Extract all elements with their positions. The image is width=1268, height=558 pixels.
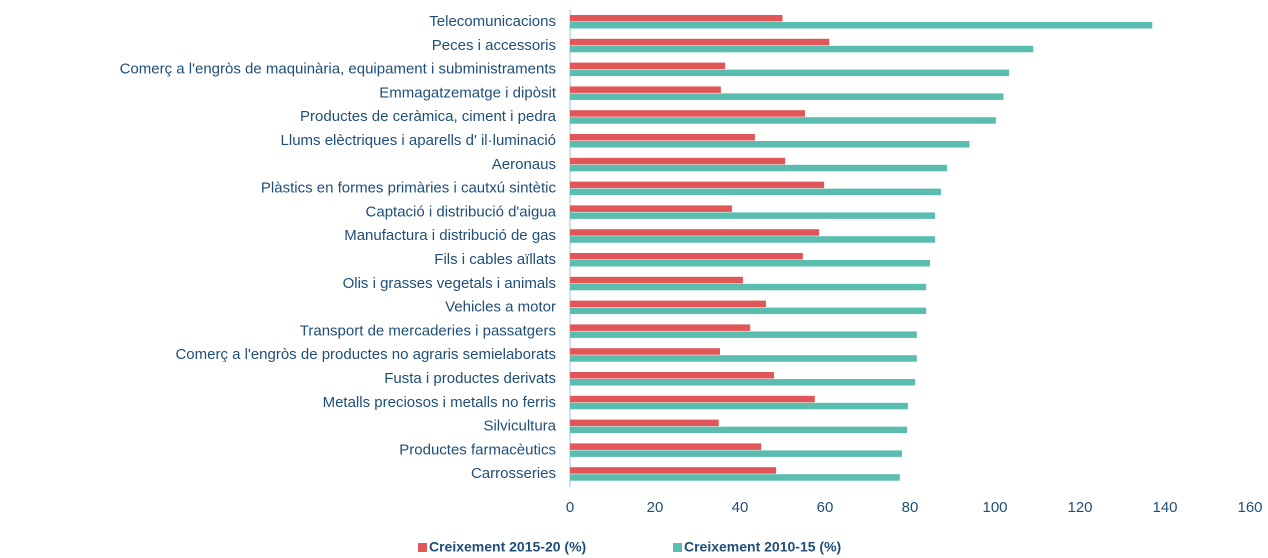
bar <box>570 443 762 450</box>
x-tick-label: 80 <box>902 499 919 516</box>
bar <box>570 419 719 427</box>
bar <box>570 395 815 403</box>
bar <box>570 402 908 410</box>
bar <box>570 253 803 260</box>
bar <box>570 348 721 355</box>
bar <box>570 134 755 141</box>
y-tick-label: Plàstics en formes primàries i cautxú si… <box>261 180 557 197</box>
y-tick-label: Comerç a l'engròs de maquinària, equipam… <box>120 61 556 78</box>
bar <box>570 22 1153 29</box>
y-tick-label: Productes de ceràmica, ciment i pedra <box>300 108 557 125</box>
y-tick-label: Transport de mercaderies i passatgers <box>300 322 556 339</box>
y-tick-label: Metalls preciosos i metalls no ferris <box>323 394 556 411</box>
y-tick-label: Vehicles a motor <box>445 299 556 316</box>
bar <box>570 450 902 457</box>
bar <box>570 164 947 172</box>
bar <box>570 117 996 124</box>
legend-label: Creixement 2010-15 (%) <box>684 539 841 555</box>
y-tick-label: Olis i grasses vegetals i animals <box>343 275 556 292</box>
bar <box>570 86 721 93</box>
legend-label: Creixement 2015-20 (%) <box>429 539 586 555</box>
y-tick-label: Manufactura i distribució de gas <box>344 227 556 244</box>
y-tick-label: Telecomunicacions <box>429 13 556 30</box>
x-tick-label: 100 <box>982 499 1007 516</box>
bar <box>570 93 1004 100</box>
bar <box>570 45 1034 53</box>
bar <box>570 300 766 308</box>
bar <box>570 372 774 379</box>
y-tick-label: Aeronaus <box>492 156 556 173</box>
bar <box>570 181 825 189</box>
legend-swatch <box>673 543 682 552</box>
y-tick-label: Fusta i productes derivats <box>384 370 556 387</box>
bar <box>570 110 806 117</box>
bar <box>570 212 936 219</box>
bar <box>570 69 1010 77</box>
x-tick-label: 20 <box>647 499 664 516</box>
y-tick-label: Silvicultura <box>483 418 556 435</box>
bar <box>570 62 726 70</box>
y-tick-label: Peces i accessoris <box>432 37 556 54</box>
bar <box>570 426 908 434</box>
bar <box>570 38 830 46</box>
bar <box>570 379 916 386</box>
bar <box>570 307 927 315</box>
bar <box>570 236 936 243</box>
x-tick-label: 40 <box>732 499 749 516</box>
bar <box>570 474 900 481</box>
bar <box>570 283 927 291</box>
bar <box>570 355 917 362</box>
y-tick-label: Carrosseries <box>471 465 556 482</box>
bar <box>570 157 786 165</box>
x-tick-label: 120 <box>1067 499 1092 516</box>
bar <box>570 324 751 331</box>
bar <box>570 467 777 474</box>
x-tick-label: 60 <box>817 499 834 516</box>
y-tick-label: Comerç a l'engròs de productes no agrari… <box>175 346 556 363</box>
x-tick-label: 0 <box>566 499 574 516</box>
y-tick-label: Captació i distribució d'aigua <box>366 203 557 220</box>
bar <box>570 260 930 267</box>
y-tick-label: Llums elèctriques i aparells d' il·lumin… <box>281 132 556 149</box>
bar <box>570 188 942 196</box>
bar <box>570 229 820 236</box>
bar <box>570 141 970 148</box>
y-tick-label: Fils i cables aïllats <box>434 251 556 268</box>
legend-swatch <box>418 543 427 552</box>
y-tick-label: Productes farmacèutics <box>399 441 556 458</box>
bar <box>570 205 732 212</box>
y-tick-label: Emmagatzematge i dipòsit <box>379 84 557 101</box>
bar <box>570 331 917 338</box>
x-tick-label: 140 <box>1152 499 1177 516</box>
bar <box>570 15 783 22</box>
x-tick-label: 160 <box>1237 499 1262 516</box>
bar <box>570 276 743 284</box>
